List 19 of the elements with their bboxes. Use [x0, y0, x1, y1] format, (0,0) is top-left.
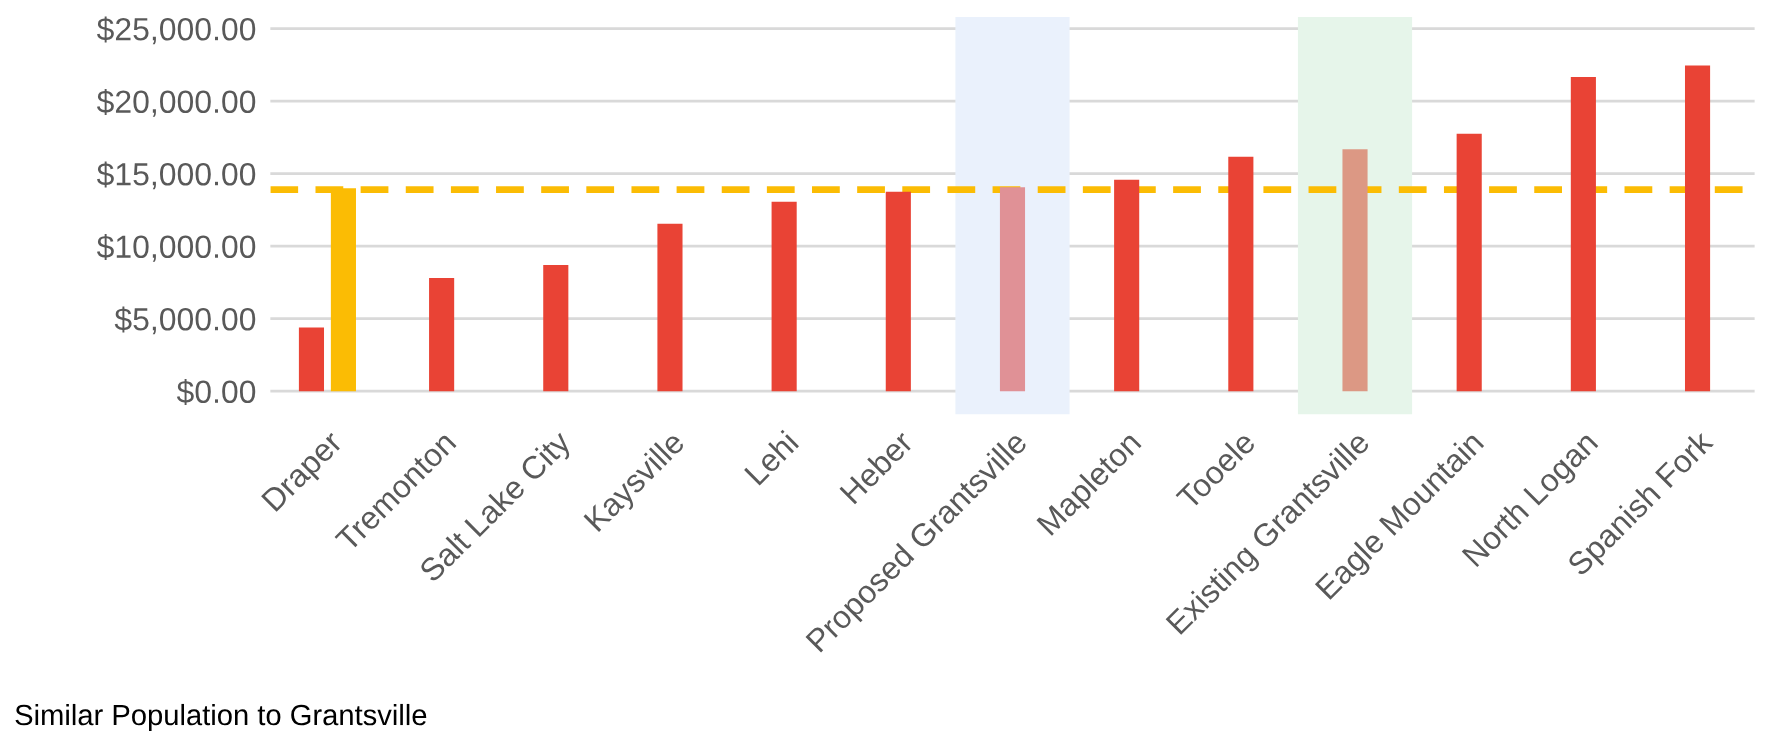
- bar: [1228, 156, 1254, 392]
- bar: [885, 191, 911, 392]
- bar: [1456, 133, 1482, 392]
- bar: [657, 223, 683, 392]
- bar: [1684, 65, 1711, 392]
- y-tick-label: $5,000.00: [114, 306, 256, 335]
- y-tick-label: $0.00: [176, 379, 256, 405]
- y-tick-label: $25,000.00: [96, 16, 256, 45]
- bar: [429, 278, 455, 392]
- bar: [1114, 179, 1140, 392]
- text: Similar Population to Grantsville: [15, 703, 427, 732]
- bar: [771, 201, 797, 392]
- y-tick-label: $10,000.00: [96, 234, 256, 262]
- bar: [999, 187, 1026, 392]
- y-tick-label: $15,000.00: [96, 161, 256, 190]
- bar: [1342, 149, 1368, 392]
- bar: [1570, 76, 1596, 392]
- y-tick-label: $20,000.00: [96, 89, 256, 117]
- bar: [543, 265, 569, 392]
